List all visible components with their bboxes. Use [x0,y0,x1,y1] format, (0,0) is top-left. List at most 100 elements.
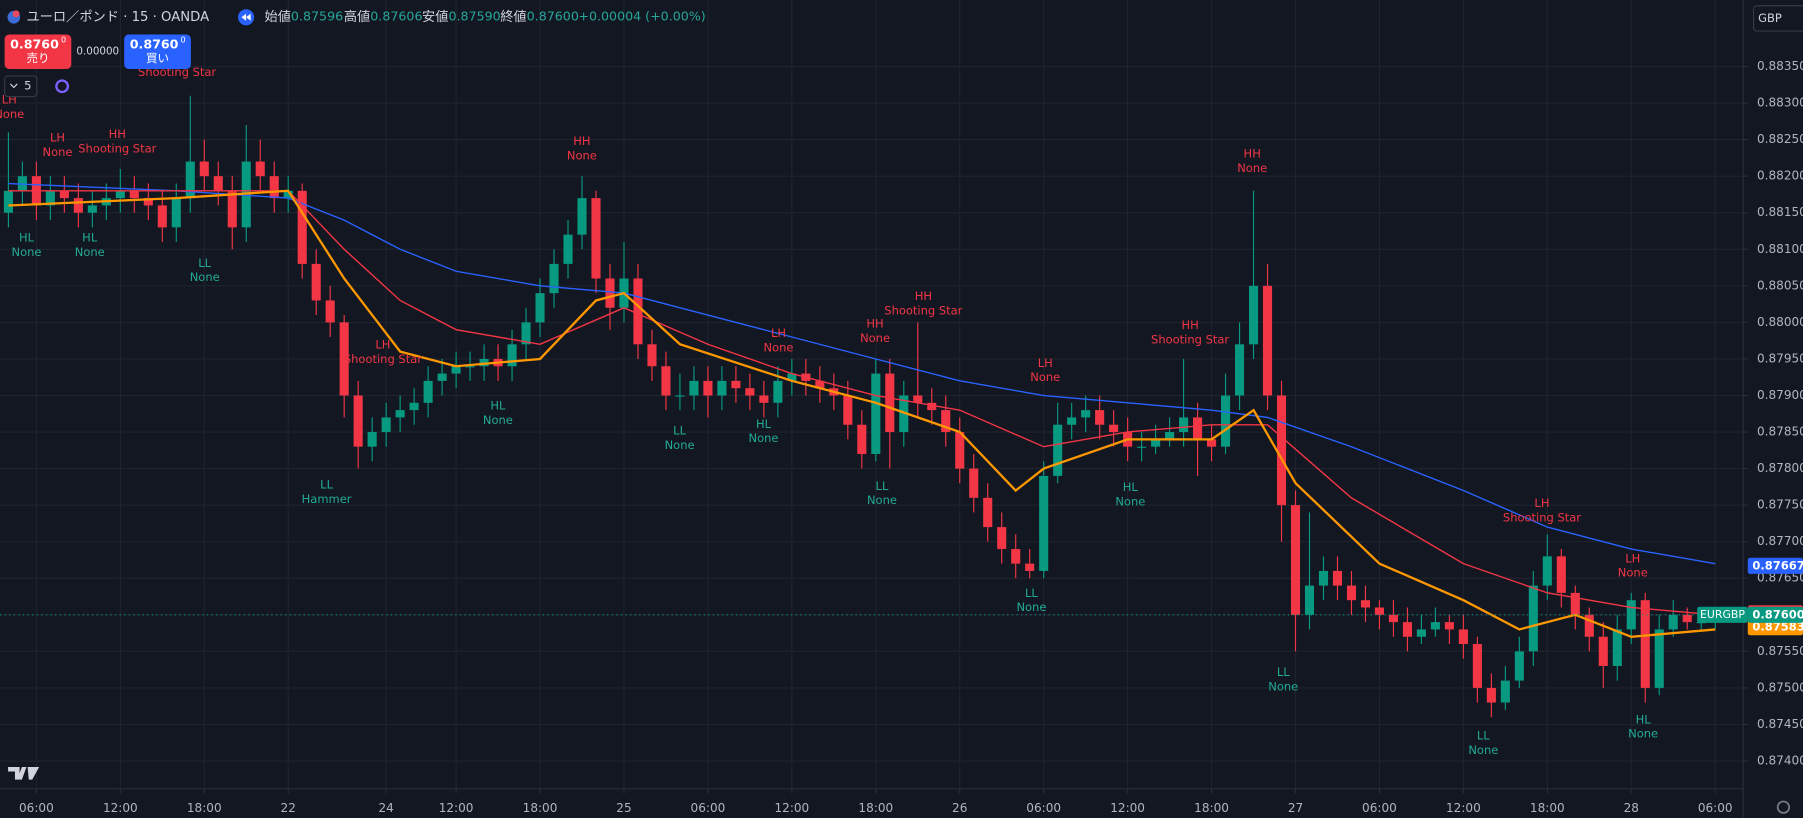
swing-label: LH [771,326,786,340]
candle-body [115,190,125,199]
swing-label: None [763,340,793,354]
settings-icon[interactable] [1776,800,1791,814]
x-tick-label: 27 [1288,801,1303,815]
candle-body [1668,614,1678,630]
swing-label: None [1628,727,1658,741]
candle-body [1500,680,1510,703]
x-tick-label: 12:00 [103,801,138,815]
candle-body [1193,417,1203,440]
indicator-icon[interactable] [55,79,70,94]
axes: 0.88350 0.88300 0.88250 0.88200 0.88150 0.881… [19,59,1803,815]
buy-button[interactable]: 0.8760 0 買い [124,34,191,69]
y-tick-label: 0.88150 [1757,205,1803,219]
candle-body [311,263,321,301]
swing-label: None [1468,743,1498,757]
swing-label: None [43,145,73,159]
y-tick-label: 0.87800 [1757,461,1803,475]
indicator-toggle[interactable]: 5 [4,75,70,98]
moving-average [8,189,1716,638]
spread: 0.00000 [76,46,119,58]
x-tick-label: 06:00 [1026,801,1061,815]
swing-label: None [1030,370,1060,384]
candle-body [1346,585,1357,601]
y-tick-label: 0.87650 [1757,571,1803,585]
candle-body [1458,629,1468,645]
candle-body [297,190,307,264]
swing-label: None [867,493,897,507]
candle-body [591,198,601,279]
currency: GBP [1758,11,1782,25]
swing-label: Shooting Star [344,352,422,366]
swing-label: HH [1181,318,1198,332]
sell-button[interactable]: 0.8760 0 売り [4,34,72,69]
high-value: 0.87606 [370,9,422,24]
candle-body [997,527,1007,550]
swing-label: LH [50,130,65,144]
candle-body [255,161,265,177]
candle-body [1514,651,1524,681]
candle-body [465,366,475,368]
currency-button[interactable]: GBP [1752,5,1803,32]
candle-body [969,468,979,498]
candle-body [549,263,559,294]
candle-body [339,322,349,396]
swing-label: HH [1244,147,1261,161]
candle-body [955,432,965,469]
x-tick-label: 12:00 [439,801,474,815]
candle-body [857,424,867,454]
candle-body [1304,585,1315,615]
candle-body [913,395,923,403]
candle-body [283,190,293,199]
candle-body [661,366,671,396]
swing-label: None [1016,600,1046,614]
y-tick-label: 0.87950 [1757,351,1803,365]
legend-header: ユーロ／ポンド · 15 · OANDA 始値 0.87596 高値 0.876… [7,8,706,26]
candle-body [563,234,573,264]
swing-label: HL [490,398,506,412]
candle-body [899,395,909,433]
price-tag [1747,557,1803,574]
x-tick-label: 12:00 [1110,801,1145,815]
candle-body [1290,505,1301,615]
sell-button-bg[interactable] [4,34,72,69]
open-value: 0.87596 [291,9,343,24]
replay-icon-glyph [241,13,251,21]
swing-label: Shooting Star [1151,332,1229,346]
candle-body [1025,563,1035,571]
swing-label: LL [673,424,686,438]
candle-body [1528,585,1538,652]
candle-body [1207,439,1217,447]
swing-label: HL [1123,480,1139,494]
swing-label: None [11,245,41,259]
low-value: 0.87590 [448,9,500,24]
swing-label: None [860,331,890,345]
swing-label: Shooting Star [1503,511,1581,525]
indicator-toggle-bg[interactable] [4,75,38,98]
candle-body [1402,622,1412,637]
moving-average [8,190,1716,616]
currency-bg[interactable] [1752,5,1803,32]
swing-label: None [1115,494,1145,508]
candle-body [269,176,279,199]
price-tag [1747,606,1803,623]
candle-body [1430,622,1440,630]
candle-body [843,395,853,425]
buy-button-bg[interactable] [124,34,191,69]
price-tag-label: 0.87667 [1752,558,1803,572]
swing-label: HL [756,417,772,431]
candle-body [871,373,881,454]
x-tick-label: 28 [1624,801,1639,815]
candle-body [199,161,209,177]
candle-body [1109,424,1119,433]
sell-label: 売り [26,51,49,65]
swing-label: None [1237,161,1267,175]
open-label: 始値 [264,9,290,25]
candle-body [1682,614,1692,623]
swing-label: HH [109,127,126,141]
candle-body [675,395,685,397]
moving-average [8,182,1716,565]
candle-body [1556,556,1566,593]
candle-body [983,497,993,528]
candle-body [1472,644,1482,688]
